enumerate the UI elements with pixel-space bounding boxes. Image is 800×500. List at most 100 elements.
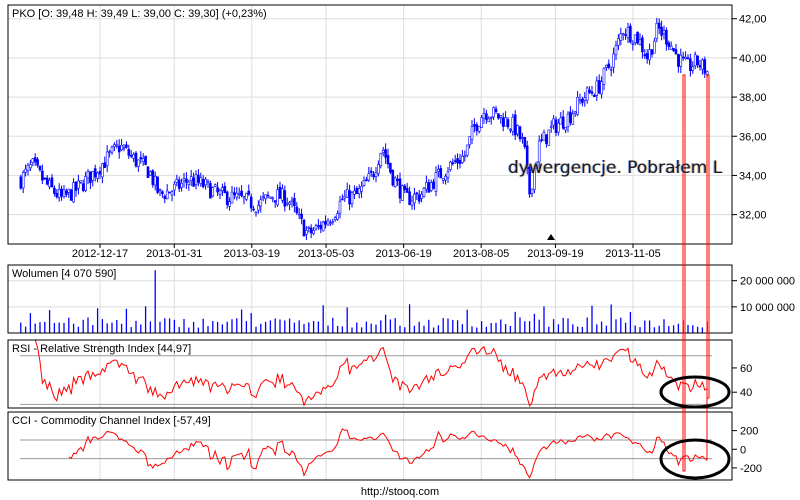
candle-body — [655, 22, 659, 40]
candle-body — [329, 222, 332, 225]
candle-body — [305, 230, 308, 235]
candle-body — [477, 126, 481, 132]
candle-body — [312, 230, 315, 234]
candle-body — [379, 153, 383, 167]
y-tick-label: 42,00 — [739, 14, 767, 26]
x-tick-label: 2013-08-05 — [453, 248, 509, 260]
annotation-text: dywergencje. Pobrałem L — [508, 158, 723, 178]
candle-body — [309, 227, 313, 234]
candle-body — [691, 66, 695, 71]
candle-body — [403, 185, 407, 190]
candle-body — [612, 53, 615, 68]
candle-body — [588, 89, 591, 93]
candle-body — [324, 221, 327, 225]
candle-body — [518, 126, 522, 140]
candle-body — [197, 174, 200, 183]
candle-body — [689, 58, 692, 71]
candle-body — [480, 117, 483, 128]
panel-frame — [7, 4, 733, 245]
candle-body — [533, 168, 536, 190]
candle-body — [285, 202, 289, 205]
candle-body — [317, 225, 320, 227]
candle-body — [105, 151, 109, 166]
candle-body — [504, 117, 507, 127]
candle-body — [451, 162, 455, 164]
candle-body — [597, 80, 601, 94]
candle-body — [511, 116, 515, 132]
candle-body — [427, 182, 431, 193]
candle-body — [149, 171, 152, 176]
candle-body — [201, 178, 205, 188]
candle-body — [367, 173, 371, 181]
candle-body — [182, 178, 186, 182]
candle-body — [249, 196, 253, 209]
candle-body — [391, 169, 395, 186]
candle-body — [321, 221, 325, 232]
candle-body — [549, 126, 553, 128]
candle-body — [257, 205, 260, 211]
candle-body — [434, 172, 438, 192]
candle-body — [470, 126, 474, 140]
candle-body — [473, 124, 476, 127]
candle-body — [422, 187, 426, 197]
candle-body — [146, 166, 150, 179]
candle-body — [523, 137, 527, 148]
candle-body — [221, 187, 224, 191]
candle-body — [429, 182, 433, 191]
candle-body — [333, 217, 337, 220]
candle-body — [338, 200, 342, 214]
candle-body — [624, 34, 627, 36]
candle-body — [674, 49, 678, 54]
candle-body — [633, 34, 637, 43]
candle-body — [489, 117, 493, 119]
candle-body — [209, 183, 212, 199]
candle-body — [357, 188, 361, 194]
candle-body — [29, 164, 32, 169]
candle-body — [129, 154, 133, 157]
candle-body — [60, 188, 63, 197]
candle-body — [177, 179, 181, 189]
candle-body — [271, 197, 275, 200]
candle-body — [348, 190, 351, 205]
x-tick-label: 2013-01-31 — [146, 248, 202, 260]
candle-body — [554, 119, 558, 133]
candle-body — [350, 192, 354, 205]
candle-body — [314, 225, 318, 230]
candle-body — [643, 54, 647, 57]
candle-body — [679, 54, 683, 67]
candle-body — [571, 113, 575, 125]
candle-body — [24, 168, 27, 173]
candle-body — [302, 219, 306, 237]
candle-body — [199, 177, 203, 185]
candle-body — [576, 97, 579, 115]
candle-body — [528, 166, 531, 195]
rsi-line — [34, 339, 708, 408]
candle-body — [537, 140, 541, 163]
candle-body — [343, 195, 347, 199]
candle-body — [439, 167, 443, 179]
candle-body — [600, 81, 603, 95]
candle-body — [331, 221, 335, 223]
candle-body — [69, 189, 73, 201]
x-tick-label: 2013-06-19 — [375, 248, 431, 260]
candle-body — [218, 190, 222, 195]
candle-body — [696, 55, 699, 66]
candle-body — [557, 122, 560, 133]
candle-body — [641, 37, 644, 53]
candle-body — [72, 182, 75, 203]
x-tick-label: 2013-05-03 — [298, 248, 354, 260]
candle-body — [45, 177, 49, 185]
candle-body — [444, 175, 447, 181]
candle-body — [110, 146, 114, 153]
candle-body — [336, 213, 339, 220]
candle-body — [578, 99, 582, 102]
candle-body — [698, 65, 702, 68]
candle-body — [259, 199, 263, 207]
y-tick-label: 10 000 000 — [740, 302, 795, 314]
candle-body — [48, 179, 51, 188]
footer-link[interactable]: http://stooq.com — [360, 486, 440, 498]
candle-body — [660, 26, 663, 36]
candle-body — [84, 176, 87, 191]
